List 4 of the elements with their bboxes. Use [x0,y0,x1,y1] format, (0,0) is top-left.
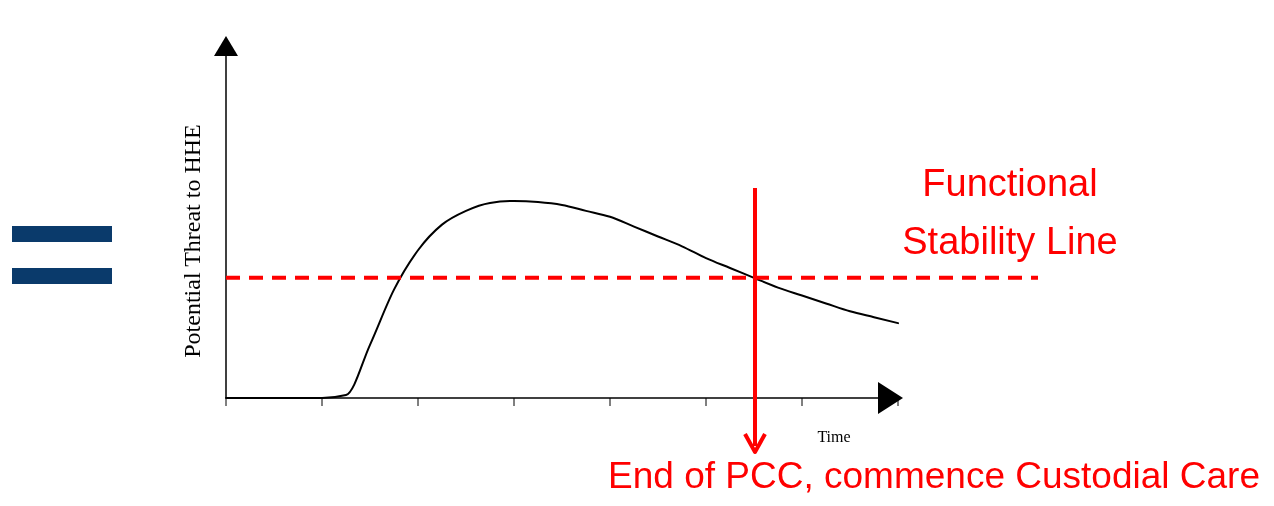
text: End of PCC, commence Custodial Care [608,455,1260,496]
y-axis-title: Potential Threat to HHE [179,124,205,358]
x-axis-title: Time [817,428,851,445]
ref-line-label: Functional Stability Line [902,161,1118,262]
